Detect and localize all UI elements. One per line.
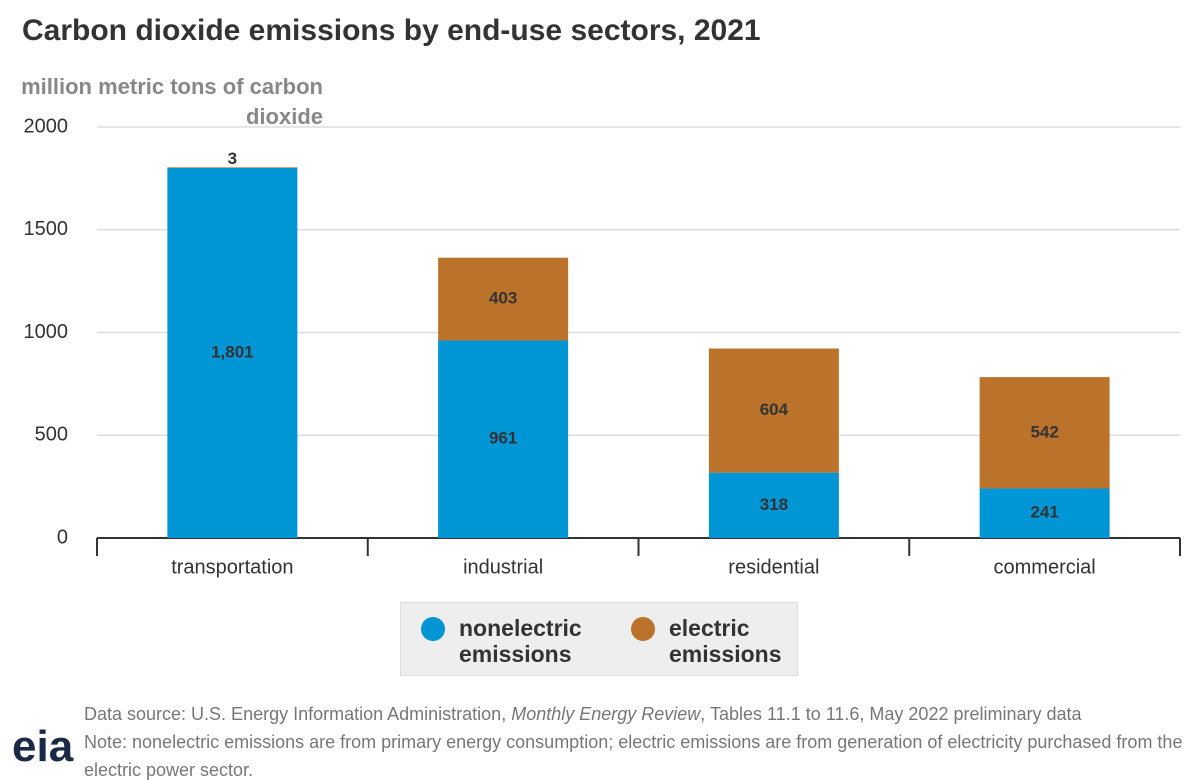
bar-segment: [438, 257, 569, 341]
bar-segment: [438, 340, 569, 538]
source-text: Data source: U.S. Energy Information Adm…: [84, 704, 512, 724]
data-label: 604: [760, 400, 789, 419]
data-label: 3: [228, 149, 237, 168]
x-tick-label: industrial: [463, 556, 543, 578]
legend-swatch: [631, 617, 655, 641]
chart-title: Carbon dioxide emissions by end-use sect…: [22, 14, 761, 47]
source-text: , Tables 11.1 to 11.6, May 2022 prelimin…: [700, 704, 1082, 724]
y-tick-label: 0: [57, 526, 68, 548]
logo: eia: [12, 722, 74, 771]
bar-segment: [708, 348, 839, 473]
x-tick-label: transportation: [171, 556, 293, 578]
y-tick-label: 500: [35, 424, 68, 446]
bar-segment: [979, 488, 1110, 538]
bar-segment: [979, 377, 1110, 489]
data-label: 542: [1030, 422, 1058, 441]
legend: nonelectric emissions electric emissions: [400, 602, 798, 676]
data-label: 318: [760, 495, 788, 514]
source-title: Monthly Energy Review: [511, 704, 701, 724]
x-tick-label: residential: [728, 556, 819, 578]
data-label: 961: [489, 429, 517, 448]
legend-item: nonelectric emissions: [421, 615, 599, 667]
legend-label: nonelectric emissions: [459, 615, 582, 667]
y-tick-label: 2000: [24, 115, 69, 137]
data-label: 1,801: [211, 342, 254, 361]
note: Note: nonelectric emissions are from pri…: [84, 732, 1183, 780]
bar-segment: [167, 167, 298, 168]
bar-segment: [708, 472, 839, 538]
data-label: 241: [1030, 503, 1058, 522]
y-tick-label: 1000: [24, 321, 69, 343]
data-label: 403: [489, 289, 517, 308]
footer: Data source: U.S. Energy Information Adm…: [84, 700, 1184, 780]
bar-segment: [167, 167, 298, 538]
source: Data source: U.S. Energy Information Adm…: [84, 700, 1184, 728]
legend-label: electric emissions: [669, 615, 782, 667]
y-axis-label: million metric tons of carbon dioxide: [21, 74, 323, 129]
legend-item: electric emissions: [631, 615, 809, 667]
y-tick-label: 1500: [24, 218, 69, 240]
legend-swatch: [421, 617, 445, 641]
x-tick-label: commercial: [994, 556, 1096, 578]
